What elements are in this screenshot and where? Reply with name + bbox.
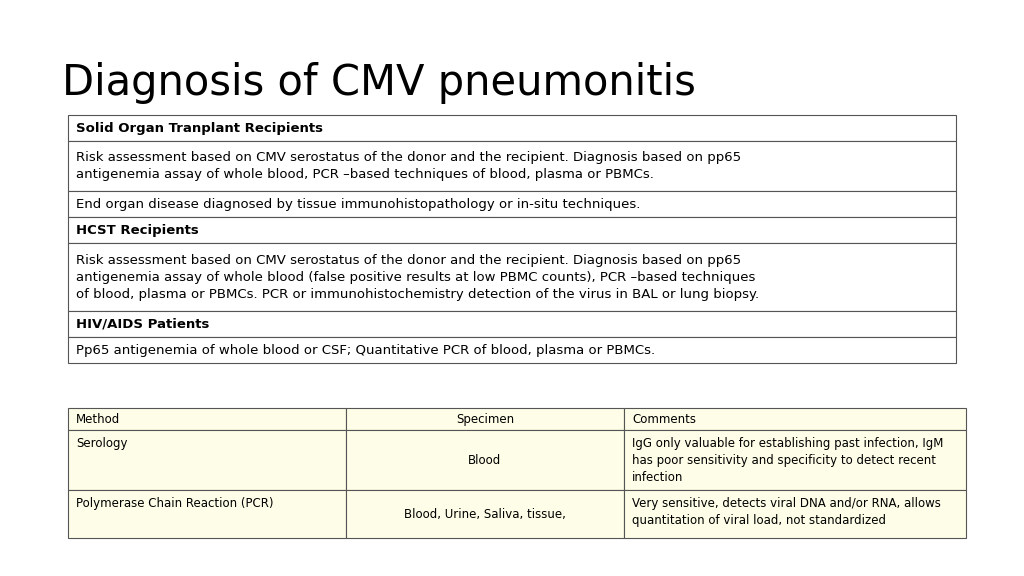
- Text: Method: Method: [76, 412, 120, 426]
- Bar: [68, 141, 956, 191]
- Bar: [346, 408, 624, 430]
- Text: Specimen: Specimen: [456, 412, 514, 426]
- Bar: [68, 311, 956, 337]
- Bar: [68, 217, 956, 243]
- Bar: [624, 408, 966, 430]
- Text: Polymerase Chain Reaction (PCR): Polymerase Chain Reaction (PCR): [76, 497, 273, 510]
- Bar: [624, 490, 966, 538]
- Bar: [68, 408, 346, 430]
- Bar: [346, 430, 624, 490]
- Text: Diagnosis of CMV pneumonitis: Diagnosis of CMV pneumonitis: [62, 62, 696, 104]
- Text: Pp65 antigenemia of whole blood or CSF; Quantitative PCR of blood, plasma or PBM: Pp65 antigenemia of whole blood or CSF; …: [76, 343, 655, 357]
- Text: Risk assessment based on CMV serostatus of the donor and the recipient. Diagnosi: Risk assessment based on CMV serostatus …: [76, 151, 741, 181]
- Text: HCST Recipients: HCST Recipients: [76, 223, 199, 237]
- Text: Blood, Urine, Saliva, tissue,: Blood, Urine, Saliva, tissue,: [404, 507, 566, 521]
- Text: HIV/AIDS Patients: HIV/AIDS Patients: [76, 317, 209, 331]
- Text: End organ disease diagnosed by tissue immunohistopathology or in-situ techniques: End organ disease diagnosed by tissue im…: [76, 198, 640, 210]
- Bar: [624, 430, 966, 490]
- Text: Risk assessment based on CMV serostatus of the donor and the recipient. Diagnosi: Risk assessment based on CMV serostatus …: [76, 253, 759, 301]
- Text: IgG only valuable for establishing past infection, IgM
has poor sensitivity and : IgG only valuable for establishing past …: [632, 437, 943, 484]
- Bar: [68, 115, 956, 141]
- Bar: [68, 243, 956, 311]
- Bar: [68, 337, 956, 363]
- Text: Blood: Blood: [468, 453, 502, 467]
- Text: Very sensitive, detects viral DNA and/or RNA, allows
quantitation of viral load,: Very sensitive, detects viral DNA and/or…: [632, 497, 941, 527]
- Text: Serology: Serology: [76, 437, 128, 450]
- Bar: [68, 430, 346, 490]
- Bar: [68, 191, 956, 217]
- Bar: [346, 490, 624, 538]
- Text: Comments: Comments: [632, 412, 696, 426]
- Bar: [68, 490, 346, 538]
- Text: Solid Organ Tranplant Recipients: Solid Organ Tranplant Recipients: [76, 122, 323, 135]
